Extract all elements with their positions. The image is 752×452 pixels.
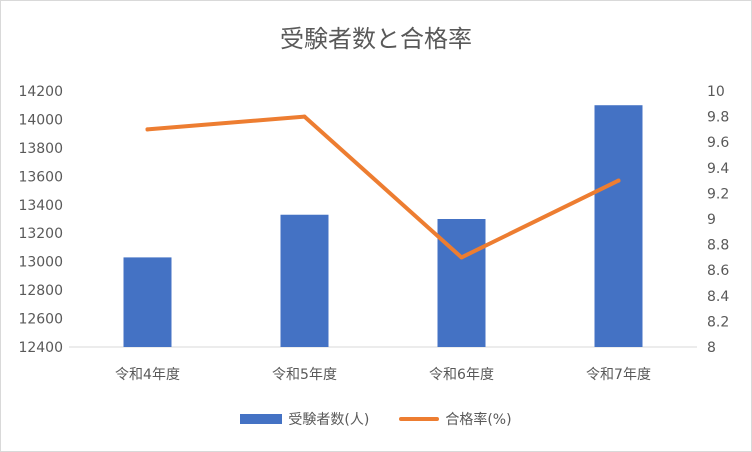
y-left-tick-label: 14200 xyxy=(18,84,63,100)
y-left-tick-label: 14000 xyxy=(18,112,63,128)
bar xyxy=(594,105,643,347)
legend-swatch-line xyxy=(399,417,440,421)
chart-title: 受験者数と合格率 xyxy=(280,25,472,53)
legend-label-bar: 受験者数(人) xyxy=(288,412,370,428)
x-tick-label: 令和6年度 xyxy=(429,367,494,383)
x-tick-label: 令和4年度 xyxy=(115,367,180,383)
y-right-tick-label: 8.8 xyxy=(707,238,729,254)
line-point xyxy=(616,178,621,183)
line-point xyxy=(145,127,150,132)
line-point xyxy=(302,114,307,119)
y-right-tick-label: 8 xyxy=(707,340,716,356)
y-left-tick-label: 12400 xyxy=(18,340,63,356)
y-left-tick-label: 13600 xyxy=(18,169,63,185)
chart-legend: 受験者数(人) 合格率(%) xyxy=(1,409,751,429)
y-right-tick-label: 8.4 xyxy=(707,289,729,305)
y-left-tick-label: 12800 xyxy=(18,283,63,299)
bar xyxy=(437,219,486,347)
y-right-tick-label: 10 xyxy=(707,84,725,100)
y-right-tick-label: 9.2 xyxy=(707,186,729,202)
x-tick-label: 令和5年度 xyxy=(272,367,337,383)
y-left-tick-label: 13000 xyxy=(18,255,63,271)
line-series xyxy=(145,114,621,260)
y-right-tick-label: 9.8 xyxy=(707,110,729,126)
y-right-tick-label: 8.6 xyxy=(707,263,729,279)
y-left-tick-label: 13200 xyxy=(18,226,63,242)
x-tick-label: 令和7年度 xyxy=(586,367,651,383)
y-right-tick-label: 9.6 xyxy=(707,135,729,151)
legend-swatch-bar xyxy=(240,414,283,424)
legend-item-line: 合格率(%) xyxy=(399,409,512,429)
bar xyxy=(123,257,172,347)
y-right-tick-label: 8.2 xyxy=(707,314,729,330)
bar xyxy=(280,214,329,347)
line-point xyxy=(459,255,464,260)
y-left-tick-label: 13800 xyxy=(18,141,63,157)
legend-item-bar: 受験者数(人) xyxy=(240,409,369,429)
y-right-tick-label: 9 xyxy=(707,212,716,228)
y-left-tick-label: 12600 xyxy=(18,312,63,328)
legend-label-line: 合格率(%) xyxy=(445,412,512,428)
y-left-tick-label: 13400 xyxy=(18,198,63,214)
y-right-tick-label: 9.4 xyxy=(707,161,729,177)
